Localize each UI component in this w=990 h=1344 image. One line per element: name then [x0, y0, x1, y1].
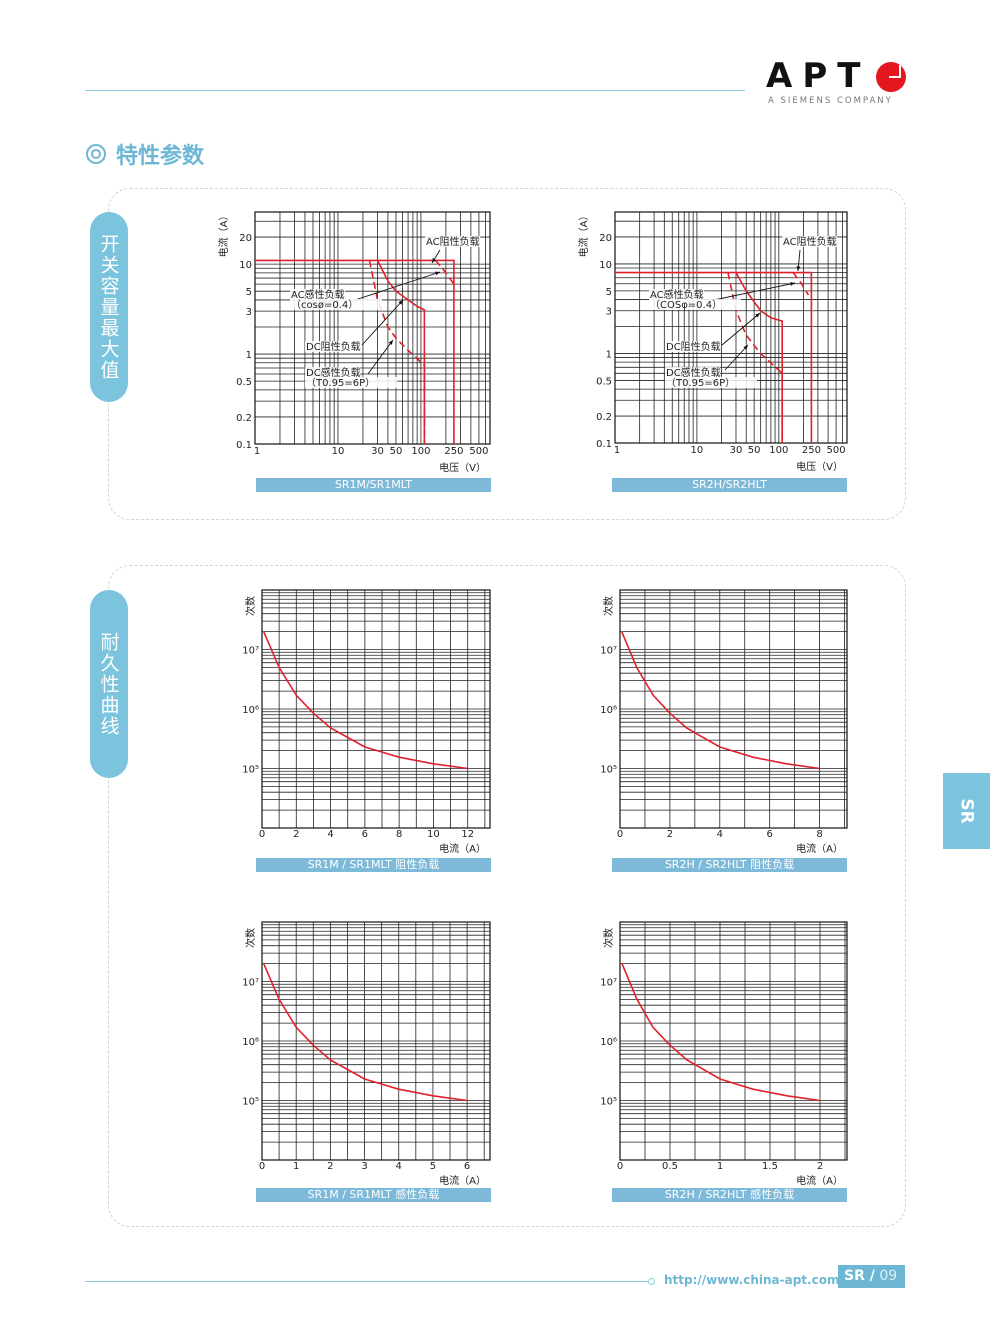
chart-caption: SR2H / SR2HLT 阻性负载 [612, 858, 847, 872]
side-tab-sr[interactable]: SR [943, 773, 990, 849]
side-label-switching-capacity: 开关容量最大值 [90, 212, 128, 402]
side-tab-label: SR [956, 798, 977, 824]
footer-dot-icon [648, 1278, 655, 1285]
footer-divider [85, 1281, 648, 1282]
website-link[interactable]: http://www.china-apt.com [664, 1273, 840, 1287]
chart-caption: SR2H/SR2HLT [612, 478, 847, 492]
logo-text: APT [766, 56, 871, 96]
chart-caption: SR2H / SR2HLT 感性负载 [612, 1188, 847, 1202]
switching-capacity-panel [108, 188, 906, 520]
page-number: 09 [879, 1268, 898, 1284]
page-section: SR / [844, 1268, 875, 1284]
logo-subtitle: A SIEMENS COMPANY [768, 96, 893, 106]
header-divider [85, 90, 745, 91]
chart-caption: SR1M / SR1MLT 感性负载 [256, 1188, 491, 1202]
chart-caption: SR1M / SR1MLT 阻性负载 [256, 858, 491, 872]
apt-logo: APT A SIEMENS COMPANY [766, 58, 908, 108]
endurance-panel [108, 565, 906, 1227]
page-number-box: SR / 09 [838, 1265, 905, 1288]
chart-caption: SR1M/SR1MLT [256, 478, 491, 492]
section-title-text: 特性参数 [116, 144, 205, 169]
logo-circle-icon [876, 62, 906, 92]
section-title: 特性参数 [86, 138, 204, 170]
double-circle-icon [86, 144, 106, 164]
side-label-endurance: 耐久性曲线 [90, 590, 128, 778]
